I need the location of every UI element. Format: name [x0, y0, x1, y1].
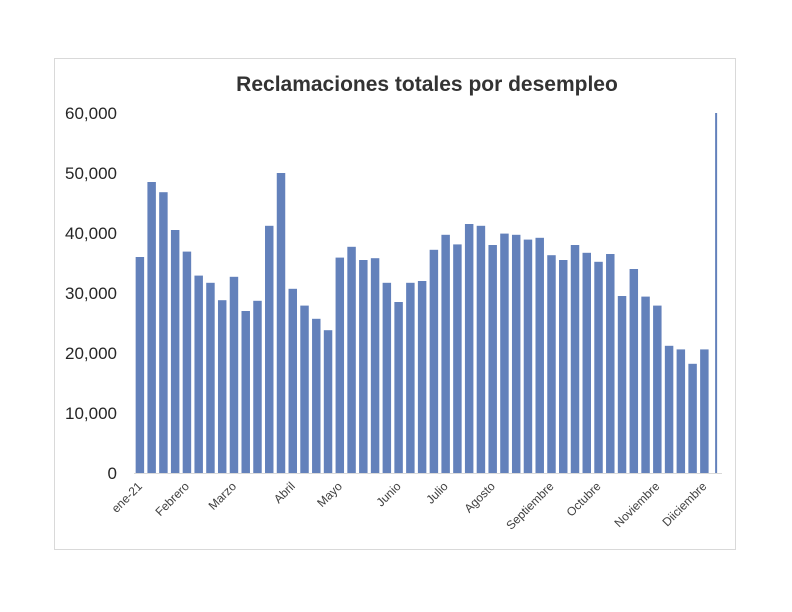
x-tick-label: Septiembre — [503, 479, 557, 533]
bar — [312, 318, 321, 473]
x-axis: ene-21 Febrero Marzo Abril Mayo Junio Julio Ago… — [109, 479, 710, 533]
bar — [417, 281, 427, 473]
x-tick-label: Octubre — [564, 479, 604, 519]
x-tick-label: ene-21 — [109, 479, 146, 516]
y-tick-label: 30,000 — [65, 284, 117, 303]
bar — [535, 237, 544, 473]
bar — [229, 276, 239, 473]
bar — [523, 239, 533, 473]
bar — [500, 233, 509, 473]
x-tick-label: Noviembre — [612, 479, 663, 530]
bar — [715, 113, 718, 473]
bar — [265, 225, 274, 473]
bar — [323, 330, 333, 473]
x-tick-label: Diiciembre — [659, 479, 709, 529]
bar — [570, 245, 580, 473]
bar — [170, 230, 180, 473]
x-tick-label: Agosto — [461, 479, 498, 516]
bar — [394, 302, 403, 473]
bar — [217, 300, 227, 473]
x-tick-label: Junio — [374, 479, 404, 509]
y-tick-label: 60,000 — [65, 104, 117, 123]
bar — [582, 252, 591, 473]
bar — [464, 224, 474, 473]
bar — [606, 254, 615, 473]
bar — [194, 275, 203, 473]
x-tick-label: Marzo — [206, 479, 240, 513]
chart-title: Reclamaciones totales por desempleo — [236, 73, 618, 96]
bar — [700, 349, 709, 473]
y-axis: 0 10,000 20,000 30,000 40,000 50,000 60,000 — [65, 104, 117, 483]
x-tick-label: Mayo — [314, 479, 345, 510]
x-tick-label: Abril — [271, 479, 298, 506]
y-tick-label: 50,000 — [65, 164, 117, 183]
bar — [429, 249, 439, 473]
bar — [441, 234, 450, 473]
bar — [276, 173, 286, 473]
bar — [617, 296, 627, 473]
bar — [135, 257, 145, 473]
bar — [688, 363, 697, 473]
bar — [629, 269, 639, 473]
y-tick-label: 20,000 — [65, 344, 117, 363]
bar — [335, 257, 345, 473]
bar — [370, 258, 380, 473]
bar — [206, 282, 215, 473]
y-tick-label: 0 — [108, 464, 117, 483]
bars — [135, 113, 718, 473]
bar — [159, 192, 168, 473]
bar — [511, 234, 521, 473]
bar — [594, 261, 603, 473]
bar — [382, 282, 392, 473]
bar — [288, 288, 297, 473]
bar — [453, 244, 462, 473]
x-tick-label: Febrero — [152, 479, 192, 519]
bar — [347, 246, 356, 473]
bar — [300, 305, 309, 473]
bar — [676, 349, 686, 473]
bar — [664, 345, 674, 473]
bar — [488, 245, 497, 473]
x-tick-label: Julio — [423, 479, 451, 507]
bar — [182, 251, 192, 473]
bar — [476, 225, 486, 473]
bar — [406, 282, 415, 473]
bar — [653, 305, 662, 473]
bar — [641, 296, 650, 473]
bar — [253, 300, 262, 473]
bar — [147, 182, 156, 473]
bar — [241, 311, 250, 473]
y-tick-label: 10,000 — [65, 404, 117, 423]
bar — [359, 260, 368, 473]
y-tick-label: 40,000 — [65, 224, 117, 243]
bar — [547, 255, 556, 473]
bar — [559, 260, 568, 473]
